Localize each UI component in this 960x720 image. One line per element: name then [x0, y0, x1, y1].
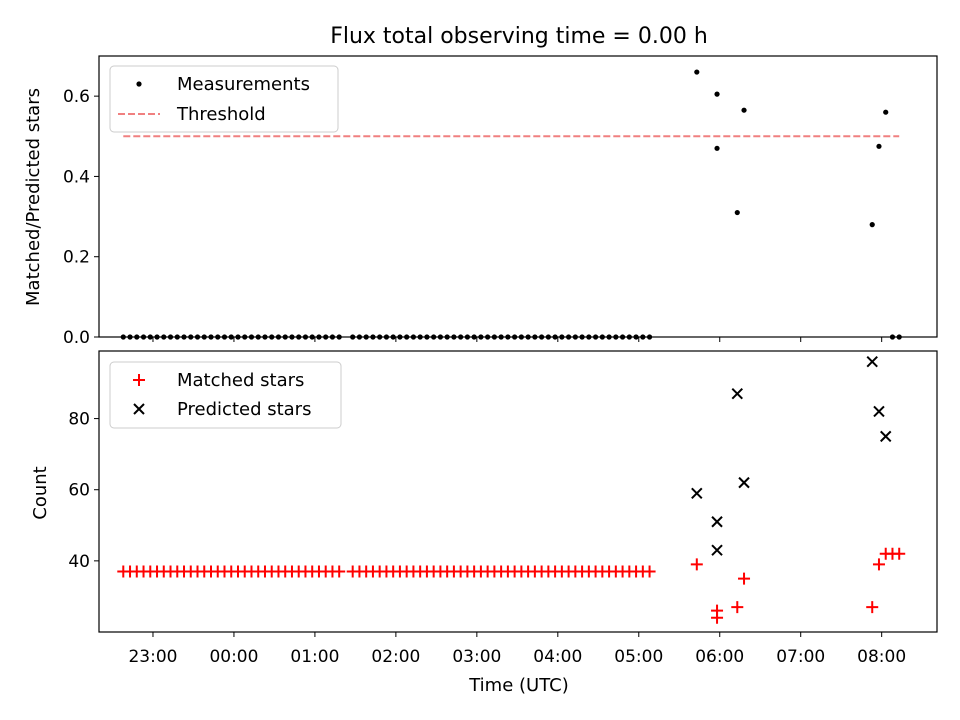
y-tick-label: 0.4 — [63, 167, 90, 187]
measurement-point — [694, 69, 700, 75]
x-tick-label: 04:00 — [533, 647, 582, 667]
predicted-star-point — [738, 476, 750, 489]
legend-predicted-marker — [133, 403, 145, 415]
predicted-star-point — [711, 544, 723, 556]
matched-star-point — [872, 558, 885, 571]
legend-threshold-label: Threshold — [176, 104, 266, 125]
matched-star-point — [738, 572, 751, 585]
top-legend: Measurements Threshold — [109, 65, 339, 133]
x-tick-label: 03:00 — [452, 647, 501, 667]
x-tick-label: 01:00 — [290, 647, 339, 667]
matched-star-point — [711, 611, 724, 624]
bottom-plot-frame — [98, 350, 938, 633]
predicted-star-point — [731, 387, 743, 400]
measurement-point — [714, 145, 720, 151]
y-tick-label: 0.2 — [63, 248, 90, 268]
measurement-point — [714, 91, 720, 97]
measurement-point — [741, 107, 747, 113]
top-y-axis-label: Matched/Predicted stars — [23, 88, 44, 306]
x-tick-label: 00:00 — [209, 647, 258, 667]
measurement-point — [869, 222, 875, 228]
measurement-point — [876, 143, 882, 149]
y-tick-label: 80 — [68, 410, 90, 430]
bottom-y-axis-label: Count — [30, 466, 51, 519]
matched-star-point — [643, 565, 656, 578]
predicted-star-point — [866, 355, 878, 368]
matched-star-point — [866, 601, 879, 614]
matched-star-point — [731, 601, 744, 614]
y-tick-label: 0.0 — [63, 328, 90, 348]
top-axes: 0.0 0.2 0.4 0.6 — [63, 87, 883, 348]
x-tick-label: 05:00 — [614, 647, 663, 667]
y-tick-label: 0.6 — [63, 87, 90, 107]
y-tick-label: 40 — [68, 552, 90, 572]
matched-star-point — [333, 565, 346, 578]
legend-measurements-label: Measurements — [177, 74, 310, 95]
bottom-panel: 40 60 80 23:00 00:00 01:00 02:00 03:00 04:00 05:0… — [30, 350, 938, 667]
x-tick-label: 06:00 — [695, 647, 744, 667]
matched-star-point — [690, 558, 703, 571]
y-tick-label: 60 — [68, 481, 90, 501]
predicted-star-point — [691, 487, 703, 499]
top-panel: 0.0 0.2 0.4 0.6 Matched/Predicted stars Mea… — [23, 55, 938, 348]
top-legend-box — [109, 65, 339, 133]
x-axis-label: Time (UTC) — [468, 675, 569, 696]
bottom-legend: Matched stars Predicted stars — [109, 361, 342, 429]
measurement-point — [734, 209, 740, 216]
predicted-star-point — [873, 405, 885, 418]
legend-predicted-label: Predicted stars — [177, 399, 311, 420]
matched-star-point — [893, 547, 906, 560]
bottom-legend-box — [109, 361, 342, 429]
bottom-axes: 40 60 80 23:00 00:00 01:00 02:00 03:00 04:00 05:0… — [68, 410, 906, 667]
top-plot-frame — [98, 55, 938, 338]
bottom-data-layer — [117, 355, 906, 624]
x-tick-label: 23:00 — [128, 647, 177, 667]
legend-matched-label: Matched stars — [177, 370, 304, 391]
x-tick-label: 08:00 — [857, 647, 906, 667]
x-tick-label: 07:00 — [776, 647, 825, 667]
figure-title: Flux total observing time = 0.00 h — [330, 24, 708, 49]
legend-measurements-marker — [136, 81, 142, 87]
measurement-point — [883, 109, 889, 115]
predicted-star-point — [880, 430, 892, 443]
predicted-star-point — [711, 516, 723, 528]
legend-matched-marker — [133, 374, 145, 386]
x-tick-label: 02:00 — [371, 647, 420, 667]
